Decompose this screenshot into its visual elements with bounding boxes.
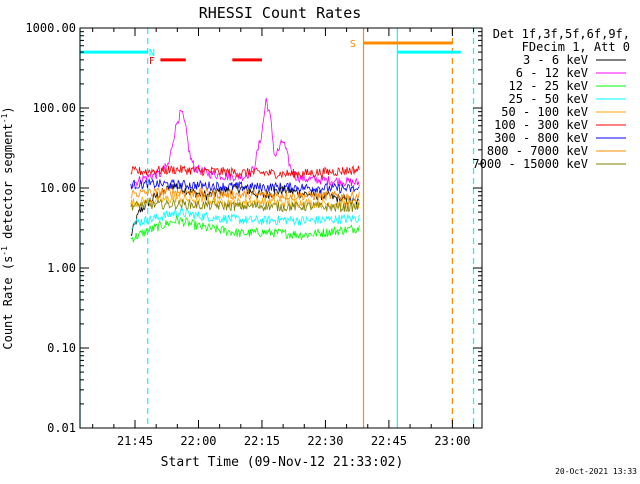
- legend-header-line-2: FDecim 1, Att 0: [522, 40, 630, 54]
- y-tick-label-3: 10.00: [40, 181, 76, 195]
- y-tick-label-1: 0.10: [47, 341, 76, 355]
- y-tick-label-0: 0.01: [47, 421, 76, 435]
- series-line-7: [130, 186, 360, 202]
- legend-label-3: 25 - 50 keV: [509, 92, 588, 106]
- series-line-6: [130, 178, 360, 194]
- x-tick-label-5: 23:00: [434, 434, 470, 448]
- series-line-4: [130, 192, 360, 210]
- legend: Det 1f,3f,5f,6f,9f, FDecim 1, Att 0 3 - …: [472, 27, 630, 171]
- series-line-3: [130, 207, 360, 230]
- legend-label-2: 12 - 25 keV: [509, 79, 588, 93]
- series-line-0: [130, 182, 360, 237]
- legend-label-7: 800 - 7000 keV: [487, 144, 588, 158]
- series-line-1: [130, 97, 360, 189]
- x-axis: 21:45 22:00 22:15 22:30 22:45 23:00: [92, 28, 475, 448]
- annotation-label-1: F: [149, 56, 155, 67]
- x-tick-label-4: 22:45: [371, 434, 407, 448]
- y-axis-label-close: ): [1, 106, 15, 113]
- y-axis-label-tail: detector segment: [1, 123, 15, 246]
- x-tick-label-1: 22:00: [180, 434, 216, 448]
- x-tick-label-0: 21:45: [117, 434, 153, 448]
- y-axis-label: Count Rate (s-1 detector segment-1): [0, 106, 15, 349]
- legend-label-0: 3 - 6 keV: [523, 53, 588, 67]
- annotation-label-0: N: [149, 48, 155, 59]
- series-line-2: [130, 214, 360, 243]
- series-line-8: [130, 198, 360, 213]
- x-tick-label-3: 22:30: [307, 434, 343, 448]
- x-axis-label: Start Time (09-Nov-12 21:33:02): [161, 455, 404, 470]
- legend-label-6: 300 - 800 keV: [494, 131, 588, 145]
- x-tick-label-2: 22:15: [244, 434, 280, 448]
- y-axis-label-sup2: -1: [0, 113, 9, 123]
- legend-label-1: 6 - 12 keV: [516, 66, 588, 80]
- y-tick-label-2: 1.00: [47, 261, 76, 275]
- annotation-label-3: S: [350, 39, 356, 50]
- annotation-group: NF S: [79, 28, 475, 428]
- series-line-5: [130, 164, 360, 179]
- legend-label-4: 50 - 100 keV: [501, 105, 588, 119]
- y-tick-label-5: 1000.00: [25, 21, 76, 35]
- legend-label-5: 100 - 300 keV: [494, 118, 588, 132]
- y-axis: 0.01 0.10 1.00 10.00 100.00 1000.00: [25, 21, 482, 435]
- legend-label-8: 7000 - 15000 keV: [472, 157, 588, 171]
- chart-title: RHESSI Count Rates: [199, 4, 362, 22]
- y-tick-label-4: 100.00: [33, 101, 76, 115]
- footer-timestamp: 20-Oct-2021 13:33: [555, 467, 637, 476]
- plot-frame: [79, 27, 483, 429]
- data-series-group: [130, 97, 360, 243]
- y-axis-label-sup: -1: [0, 246, 9, 256]
- legend-header-line-1: Det 1f,3f,5f,6f,9f,: [493, 27, 630, 41]
- y-axis-label-main: Count Rate (s: [1, 256, 15, 350]
